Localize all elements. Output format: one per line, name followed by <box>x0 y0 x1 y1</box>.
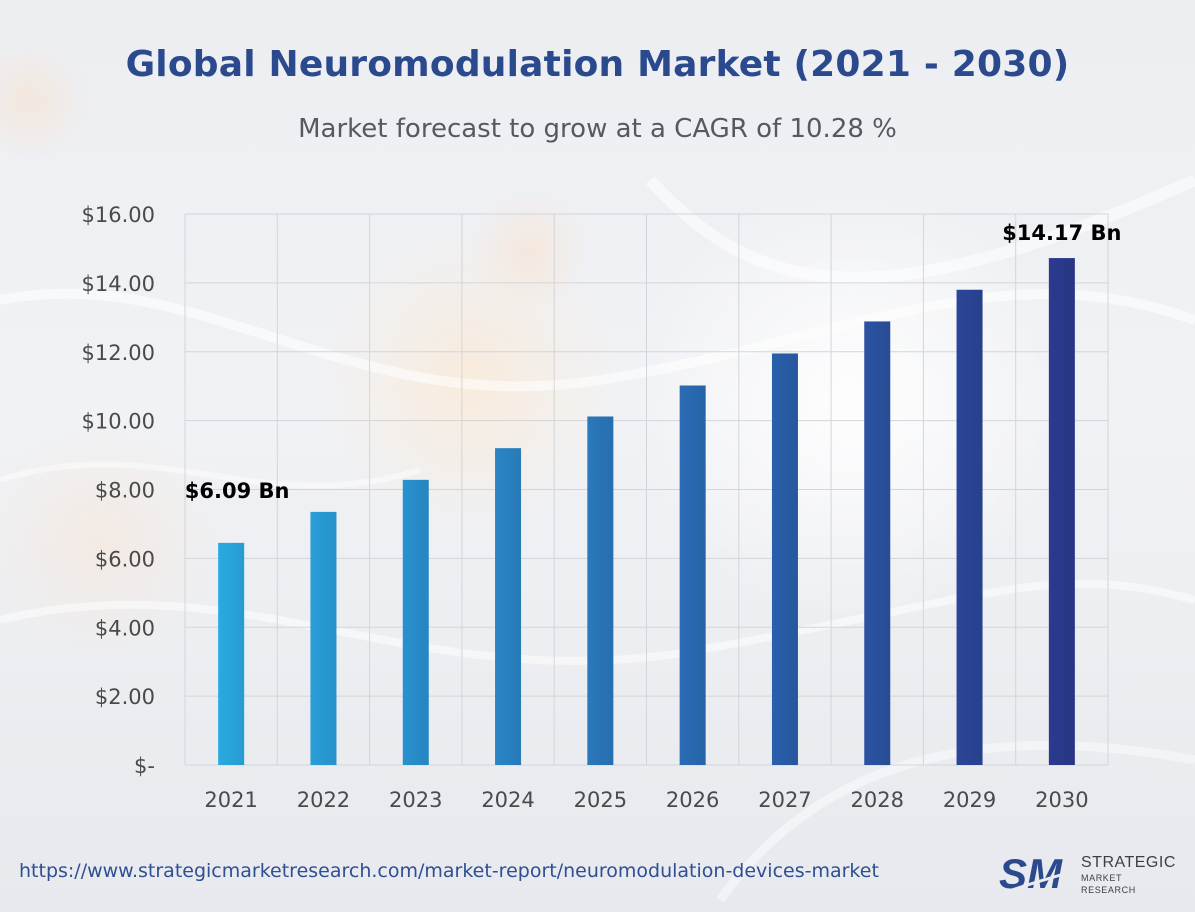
logo-text: STRATEGIC MARKET RESEARCH <box>1081 854 1177 896</box>
y-tick-label: $14.00 <box>82 272 155 296</box>
y-tick-label: $6.00 <box>95 547 155 571</box>
logo-line1: STRATEGIC <box>1081 854 1176 871</box>
bar-shade-2027 <box>771 353 798 765</box>
gridlines <box>184 213 1109 766</box>
logo-line2: MARKET RESEARCH <box>1081 873 1136 895</box>
y-tick-label: $16.00 <box>82 203 155 227</box>
bar-shade-2028 <box>864 321 891 765</box>
y-tick-label: $10.00 <box>82 410 155 434</box>
bar-shade-2021 <box>218 542 245 765</box>
bar-shade-2024 <box>495 448 522 765</box>
bar-shade-2026 <box>679 385 706 765</box>
annotations: $6.09 Bn $14.17 Bn <box>185 221 1122 503</box>
source-url-link[interactable]: https://www.strategicmarketresearch.com/… <box>19 860 879 882</box>
x-tick-label: 2027 <box>758 788 811 812</box>
chart-title: Global Neuromodulation Market (2021 - 20… <box>125 44 1070 85</box>
y-axis-tick-labels: $- $2.00 $4.00 $6.00 $8.00 $10.00 $12.00 $14.00… <box>82 203 155 778</box>
y-tick-label: $2.00 <box>95 685 155 709</box>
bar-shade-2023 <box>402 479 429 765</box>
x-tick-label: 2024 <box>481 788 534 812</box>
bar-shade-2029 <box>956 289 983 765</box>
x-tick-label: 2022 <box>297 788 350 812</box>
y-tick-label: $8.00 <box>95 479 155 503</box>
x-tick-label: 2025 <box>574 788 627 812</box>
svg-text:SM: SM <box>999 850 1063 897</box>
y-tick-label: $- <box>134 754 155 778</box>
x-tick-label: 2021 <box>204 788 257 812</box>
bar-shade-2030 <box>1048 258 1075 765</box>
x-axis-tick-labels: 2021 2022 2023 2024 2025 2026 2027 2028 2029 2030 <box>204 788 1088 812</box>
company-logo: SM STRATEGIC MARKET RESEARCH <box>997 848 1177 898</box>
sm-logo-mark: SM <box>999 850 1078 897</box>
bars <box>218 258 1075 765</box>
x-tick-label: 2028 <box>851 788 904 812</box>
bar-shade-2025 <box>587 416 614 765</box>
y-tick-label: $4.00 <box>95 616 155 640</box>
x-tick-label: 2023 <box>389 788 442 812</box>
y-tick-label: $12.00 <box>82 341 155 365</box>
chart-subtitle: Market forecast to grow at a CAGR of 10.… <box>298 114 897 144</box>
x-tick-label: 2026 <box>666 788 719 812</box>
data-label-2030: $14.17 Bn <box>1002 221 1121 245</box>
x-tick-label: 2029 <box>943 788 996 812</box>
bar-shade-2022 <box>310 511 337 765</box>
x-tick-label: 2030 <box>1035 788 1088 812</box>
data-label-2021: $6.09 Bn <box>185 479 290 503</box>
